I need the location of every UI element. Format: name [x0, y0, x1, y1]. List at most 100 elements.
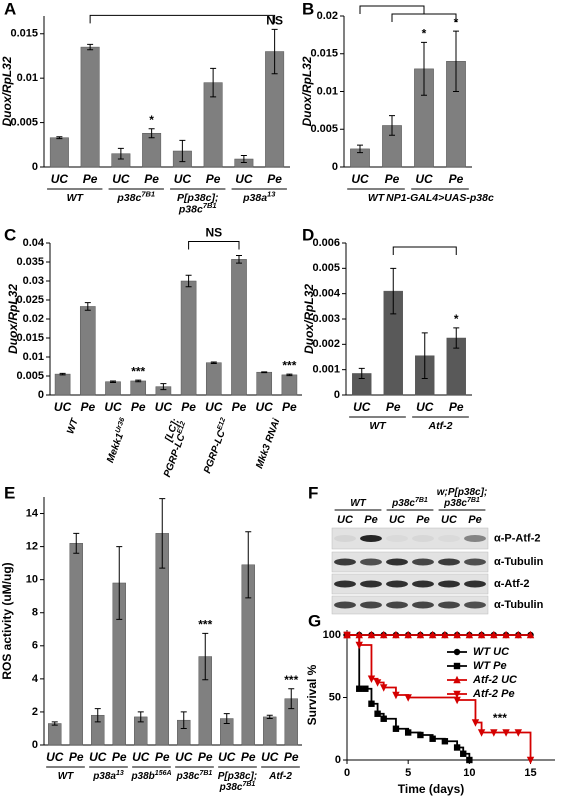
significance: *	[422, 27, 427, 41]
panel-letter: A	[4, 0, 16, 18]
y-tick-label: 0	[335, 754, 341, 766]
y-tick-label: 0.005	[310, 123, 338, 135]
y-tick-label: 0.01	[23, 351, 44, 363]
bar	[256, 371, 273, 396]
bar	[49, 137, 69, 168]
marker	[466, 756, 473, 764]
blot-band	[464, 558, 486, 566]
blot-band	[438, 580, 460, 588]
category-label: Pe	[284, 750, 299, 764]
group-label: WT	[67, 192, 85, 204]
y-tick-label: 8	[32, 607, 38, 619]
marker	[380, 630, 388, 639]
error-bar	[286, 373, 293, 377]
y-tick-label: 0.015	[16, 332, 44, 344]
group-label: p38c7B1	[391, 497, 428, 509]
marker	[477, 630, 486, 639]
blot-strip	[331, 573, 489, 595]
group-label-sup: 7B1	[415, 497, 428, 504]
marker	[526, 756, 535, 765]
category-label: UC	[51, 172, 69, 186]
marker	[465, 630, 474, 639]
y-tick-label: 2	[32, 706, 38, 718]
error-bar	[59, 372, 66, 376]
y-tick-label: 0.003	[312, 313, 340, 325]
y-tick-label: 0	[32, 739, 38, 751]
error-bar	[390, 267, 397, 315]
y-axis-label: Duox/RpL32	[0, 56, 14, 126]
error-bar	[271, 28, 278, 75]
group-label-sup: 156A	[155, 770, 172, 777]
category-label: Pe	[282, 400, 297, 414]
category-label: Pe	[80, 400, 95, 414]
category-label: UC	[351, 172, 369, 186]
category-label: UC	[261, 750, 279, 764]
y-tick-label: 0.005	[10, 116, 38, 128]
group-label: [LC];PGRP-LCE12	[151, 417, 191, 479]
category-label: Pe	[267, 172, 282, 186]
category-label: Pe	[386, 400, 401, 414]
y-tick-label: 0.01	[17, 72, 38, 84]
error-bar	[453, 327, 460, 349]
category-label: Pe	[181, 400, 196, 414]
y-tick-label: 0.015	[310, 48, 338, 60]
group-label-line: p38c	[219, 782, 243, 793]
y-tick-label: 4	[32, 673, 39, 685]
marker	[417, 731, 424, 739]
error-bar	[84, 302, 91, 311]
legend-marker	[453, 648, 461, 656]
error-bar	[110, 380, 116, 383]
marker	[471, 719, 480, 727]
bar	[281, 374, 298, 396]
bar	[105, 381, 121, 396]
marker	[502, 729, 510, 737]
group-label-sup: 7B1	[242, 781, 255, 788]
group-label-line: P[p38c];	[218, 771, 257, 782]
bracket	[359, 5, 425, 14]
y-axis-label: ROS activity (uM/ug)	[0, 562, 14, 679]
group-label-line: Atf-2	[268, 771, 292, 782]
bar	[54, 373, 71, 396]
blot-band	[412, 535, 434, 542]
y-axis-label: Survival %	[305, 664, 319, 725]
x-tick-label: 0	[344, 767, 350, 779]
group-label: WT	[65, 416, 81, 435]
group-label-line: WT	[369, 420, 387, 432]
category-label: Pe	[112, 750, 127, 764]
bar	[48, 723, 62, 746]
lane-label: UC	[389, 514, 406, 526]
significance: *	[454, 15, 459, 29]
marker	[404, 694, 412, 702]
significance: *	[454, 312, 459, 326]
error-bar	[148, 128, 155, 139]
category-label: UC	[205, 400, 223, 414]
error-bar	[51, 721, 58, 726]
category-label: Pe	[69, 750, 84, 764]
y-tick-label: 0.035	[16, 256, 44, 268]
significance: *	[149, 113, 154, 127]
legend-marker	[453, 662, 461, 670]
bracket	[391, 13, 457, 22]
group-label-line: p38c	[391, 498, 415, 509]
category-label: UC	[89, 750, 107, 764]
legend-label: WT UC	[473, 646, 510, 658]
error-bar	[73, 532, 80, 554]
lane-label: Pe	[364, 514, 377, 526]
group-label: NP1-GAL4>UAS-p38c	[386, 192, 494, 204]
blot-band	[334, 558, 356, 566]
y-tick-label: 0.01	[317, 85, 338, 97]
group-label-line: Mekk1	[105, 431, 126, 464]
y-tick-label: 6	[32, 640, 38, 652]
y-tick-label: 0.006	[312, 237, 340, 249]
group-label-line: w;P[p38c];	[437, 487, 488, 498]
group-label: Atf-2	[268, 771, 292, 782]
x-tick-label: 5	[405, 767, 411, 779]
group-label-sup: 7B1	[199, 770, 212, 777]
bar	[79, 306, 96, 396]
blot-band	[412, 580, 434, 588]
y-tick-label: 14	[26, 507, 39, 519]
y-tick-label: 10	[26, 574, 38, 586]
blot-band	[438, 535, 460, 542]
category-label: UC	[46, 750, 64, 764]
blot-band	[438, 558, 460, 566]
